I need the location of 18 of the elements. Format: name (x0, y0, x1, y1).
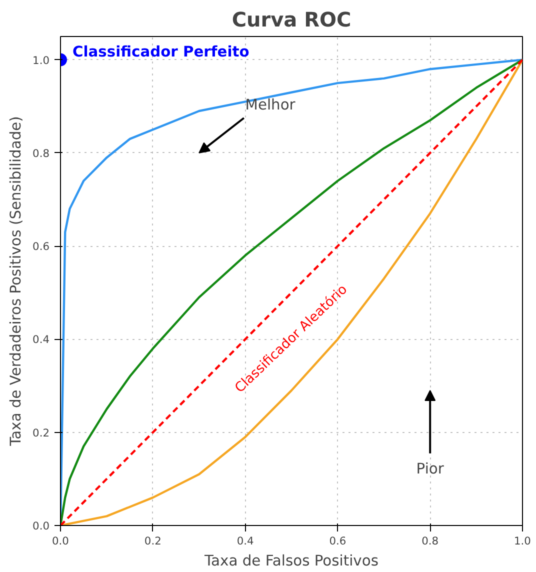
annotation: Melhor (245, 96, 296, 114)
x-tick-label: 0.2 (144, 534, 162, 548)
x-axis-title: Taxa de Falsos Positivos (204, 552, 378, 570)
y-tick-label: 0.4 (32, 333, 50, 346)
y-axis-title: Taxa de Verdadeiros Positivos (Sensibilidade) (8, 116, 25, 447)
y-tick-label: 1.0 (32, 54, 50, 67)
x-tick-label: 0.8 (422, 534, 439, 548)
y-tick-label: 0.0 (32, 520, 50, 532)
x-tick-label: 1.0 (514, 534, 532, 548)
annotation: Classificador Perfeito (72, 43, 250, 60)
chart-title: Curva ROC (232, 8, 352, 32)
annotation: Pior (416, 460, 445, 478)
x-tick-label: 0.0 (52, 534, 70, 548)
y-tick-label: 0.2 (32, 426, 50, 440)
x-tick-label: 0.4 (236, 534, 254, 548)
y-tick-label: 0.8 (32, 146, 50, 160)
x-tick-label: 0.6 (329, 534, 346, 548)
y-tick-label: 0.6 (32, 240, 50, 254)
